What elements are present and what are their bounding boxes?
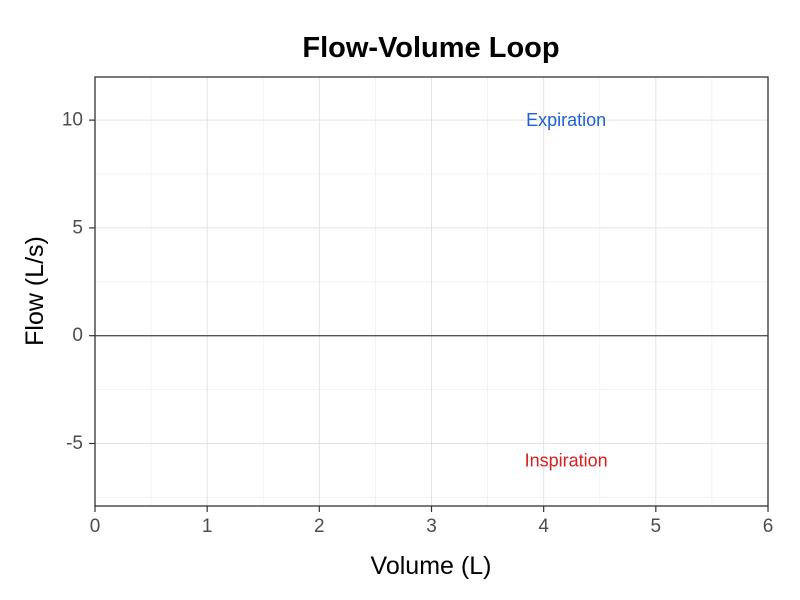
y-tick-label: 0 xyxy=(72,325,83,346)
y-axis-title: Flow (L/s) xyxy=(21,236,49,346)
y-axis-ticks: -5 0 5 10 xyxy=(62,110,95,454)
x-tick-label: 0 xyxy=(90,516,101,537)
x-tick-label: 6 xyxy=(763,516,774,537)
expiration-label: Expiration xyxy=(526,110,606,130)
x-tick-label: 1 xyxy=(202,516,213,537)
x-tick-label: 3 xyxy=(426,516,437,537)
y-tick-label: 10 xyxy=(62,110,83,131)
x-axis-title: Volume (L) xyxy=(371,552,492,580)
inspiration-label: Inspiration xyxy=(525,451,608,471)
x-axis-ticks: 0 1 2 3 4 5 6 xyxy=(90,506,774,537)
chart-title: Flow-Volume Loop xyxy=(302,32,559,64)
x-tick-label: 4 xyxy=(538,516,549,537)
annotations: Expiration Inspiration xyxy=(525,110,608,471)
x-tick-label: 5 xyxy=(651,516,662,537)
y-tick-label: 5 xyxy=(72,217,83,238)
y-tick-label: -5 xyxy=(66,433,83,454)
x-tick-label: 2 xyxy=(314,516,325,537)
